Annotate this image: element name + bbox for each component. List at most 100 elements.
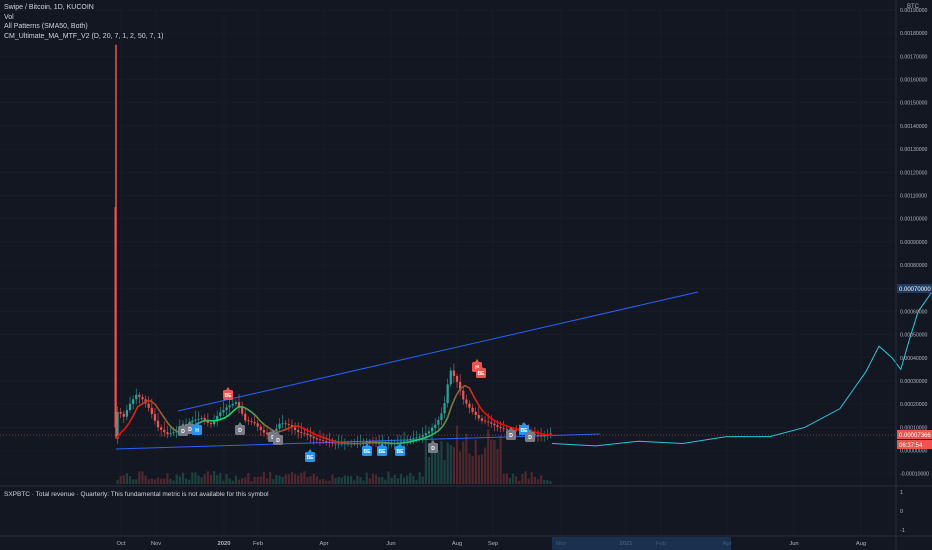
volume-bar	[431, 426, 434, 484]
volume-bar	[250, 480, 253, 484]
ma-indicator-label[interactable]: CM_Ultimate_MA_MTF_V2 (D, 20, 7, 1, 2, 5…	[4, 32, 164, 40]
volume-bar	[465, 433, 468, 484]
volume-bar	[496, 449, 499, 484]
volume-bar	[132, 479, 135, 484]
volume-bar	[515, 476, 518, 484]
volume-bar	[306, 477, 309, 484]
symbol-title[interactable]: Swipe / Bitcoin, 1D, KUCOIN	[4, 4, 94, 11]
candle-body	[409, 439, 412, 440]
volume-bar	[178, 476, 181, 484]
volume-bar	[381, 476, 384, 484]
candle-body	[287, 424, 290, 425]
svg-text:BE: BE	[478, 371, 486, 377]
candle-body	[253, 422, 256, 424]
pattern-label[interactable]: D	[273, 432, 283, 445]
candle-body	[259, 426, 262, 430]
candle-body	[459, 381, 462, 391]
price-tick-label: 0.00080000	[900, 263, 928, 269]
candle-body	[265, 432, 269, 435]
volume-bar	[340, 477, 343, 484]
volume-bar	[219, 473, 222, 484]
pattern-label[interactable]: D	[506, 427, 516, 440]
candle-body	[452, 370, 455, 376]
volume-bar	[197, 475, 200, 484]
volume-bar	[156, 477, 160, 484]
pattern-label[interactable]: D	[428, 440, 438, 453]
candle-body	[156, 420, 160, 428]
svg-text:D: D	[276, 438, 280, 444]
volume-bar	[331, 474, 334, 484]
candle-body	[116, 411, 119, 439]
candle-body	[402, 440, 406, 442]
volume-bar	[166, 473, 169, 484]
candle-body	[309, 434, 312, 437]
svg-text:D: D	[528, 435, 532, 441]
candle-body	[213, 420, 216, 425]
crosshair-price-badge	[897, 284, 932, 293]
volume-bar	[206, 471, 209, 484]
candle-body	[281, 423, 284, 425]
volume-bar	[387, 471, 390, 484]
candle-body	[418, 436, 421, 438]
crosshair-price-text: 0.00070000	[899, 287, 931, 293]
volume-bar	[116, 479, 119, 484]
candle-body	[172, 432, 175, 434]
volume-bar	[462, 441, 465, 484]
candle-body	[540, 435, 543, 437]
volume-bar	[409, 472, 412, 484]
upper-trend-line[interactable]	[177, 291, 699, 412]
price-tick-label: 0.00190000	[900, 8, 928, 14]
time-axis[interactable]: OctNov2020FebAprJunAugSepNov2021FebAprJu…	[116, 541, 866, 547]
candle-body	[191, 420, 194, 423]
volume-bar	[278, 475, 281, 484]
pattern-label[interactable]: D	[525, 429, 535, 442]
pattern-label[interactable]: BE	[395, 443, 405, 456]
volume-bar	[452, 447, 455, 484]
projection-line[interactable]	[551, 279, 932, 447]
volume-bar	[359, 476, 362, 484]
volume-bar	[493, 439, 496, 484]
svg-text:BE: BE	[307, 455, 315, 461]
volume-bar	[421, 476, 424, 484]
candle-body	[462, 390, 465, 400]
svg-text:D: D	[431, 446, 435, 452]
volume-bar	[337, 477, 340, 484]
volume-bar	[150, 478, 153, 484]
volume-bar	[508, 478, 512, 484]
pattern-label[interactable]: BE	[377, 443, 387, 456]
volume-bar	[287, 474, 290, 484]
pattern-label[interactable]: H	[192, 422, 202, 435]
candle-body	[203, 418, 206, 421]
candle-body	[284, 423, 287, 425]
price-tick-label: 0.00000000	[900, 448, 928, 454]
patterns-indicator-label[interactable]: All Patterns (SMA50, Both)	[4, 23, 88, 30]
candle-body	[443, 403, 446, 414]
pattern-label[interactable]: BE	[362, 443, 372, 456]
volume-bar	[546, 480, 549, 484]
volume-bar	[477, 455, 480, 484]
svg-text:BE: BE	[521, 428, 529, 434]
chart-legend[interactable]: Swipe / Bitcoin, 1D, KUCOIN Vol All Patt…	[4, 3, 164, 41]
volume-bar	[474, 439, 477, 484]
volume-bar	[147, 479, 150, 484]
candle-body	[241, 407, 244, 414]
volume-indicator-label[interactable]: Vol	[4, 13, 14, 21]
lower-tick-label: 1	[900, 490, 903, 496]
candle-body	[328, 441, 331, 443]
pattern-label[interactable]: D	[235, 422, 245, 435]
price-axis[interactable]: 0.00190000 0.00180000 0.00170000 0.00160000…	[900, 8, 929, 478]
pattern-label[interactable]: BE	[223, 387, 233, 400]
pattern-label[interactable]: BE	[476, 365, 486, 378]
candle-body	[536, 434, 540, 436]
time-tick-label: Jun	[789, 541, 798, 547]
volume-bar	[424, 433, 427, 484]
volume-bar	[119, 475, 122, 484]
candle-body	[325, 441, 328, 442]
pattern-label[interactable]: BE	[305, 449, 315, 462]
volume-bar	[237, 479, 241, 484]
volume-bar	[172, 480, 175, 484]
volume-bar	[412, 475, 415, 484]
lower-trend-line[interactable]	[115, 433, 601, 450]
candle-body	[474, 411, 477, 416]
